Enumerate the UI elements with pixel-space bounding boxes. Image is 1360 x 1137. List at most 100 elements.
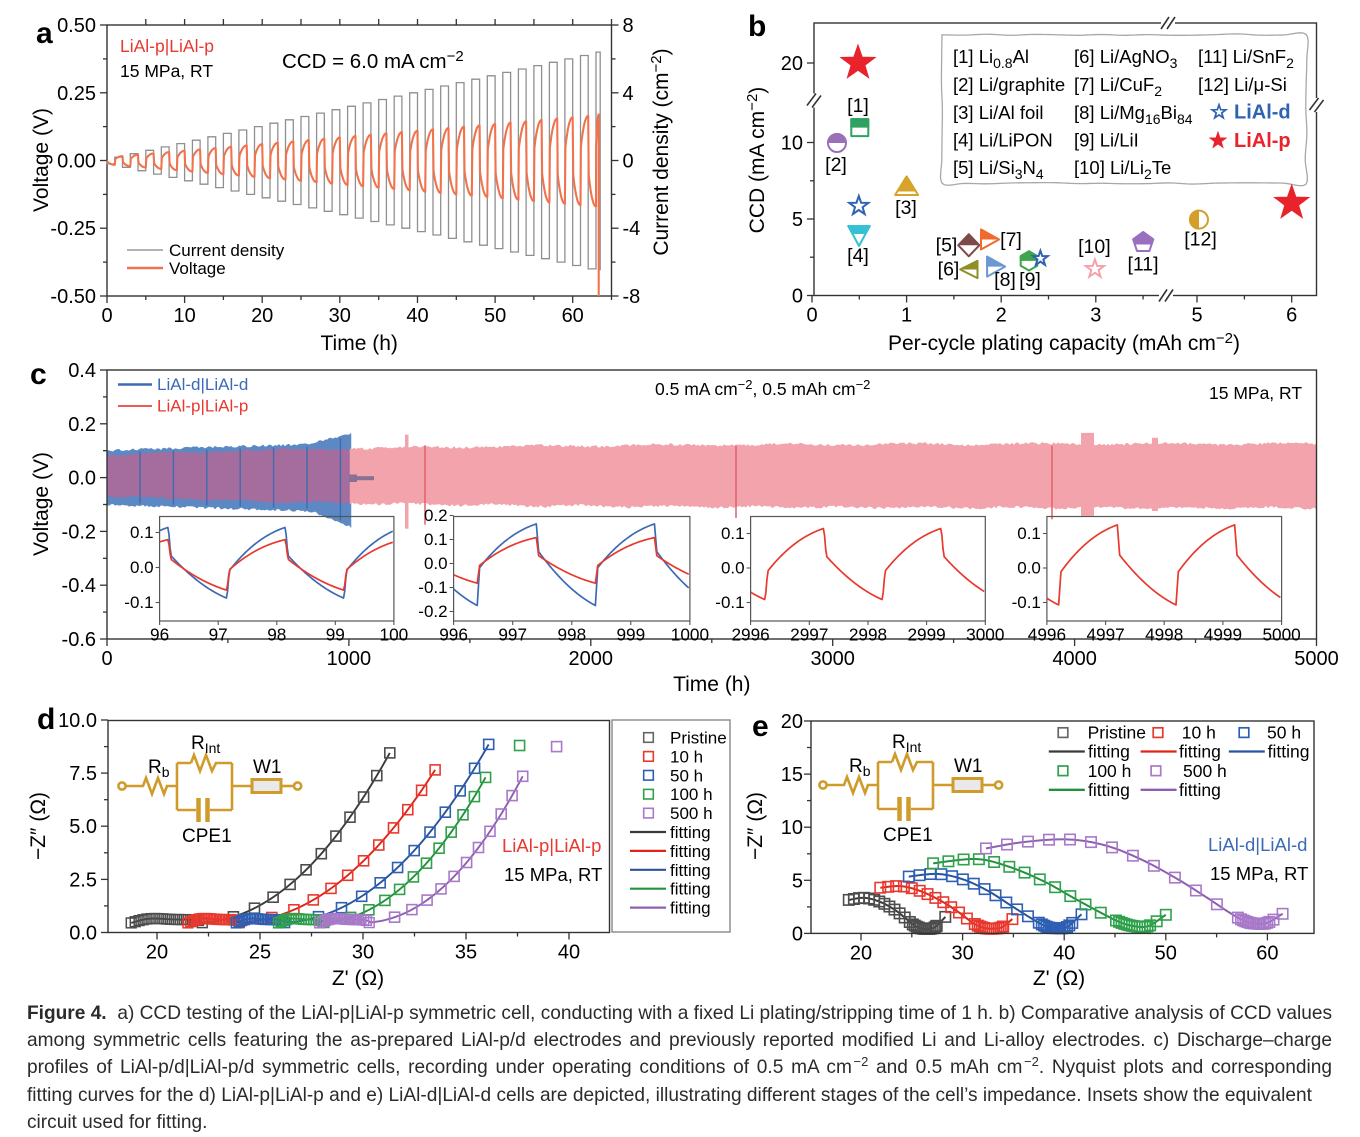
svg-text:50 h: 50 h <box>1267 723 1301 743</box>
svg-text:0.2: 0.2 <box>68 414 96 436</box>
svg-text:7.5: 7.5 <box>69 763 97 785</box>
svg-text:fitting: fitting <box>670 823 711 842</box>
svg-text:0.1: 0.1 <box>721 524 745 543</box>
svg-text:fitting: fitting <box>1268 742 1310 762</box>
svg-text:[12]: [12] <box>1184 229 1217 251</box>
svg-text:[6]: [6] <box>938 259 960 281</box>
svg-text:fitting: fitting <box>1179 742 1221 762</box>
svg-text:6: 6 <box>1286 305 1297 327</box>
svg-text:10: 10 <box>173 305 195 327</box>
svg-text:LiAl-p: LiAl-p <box>1234 130 1291 152</box>
svg-text:LiAl-d|LiAl-d: LiAl-d|LiAl-d <box>1208 834 1307 855</box>
svg-text:999: 999 <box>616 625 645 645</box>
svg-text:[5] Li/Si3​N4​: [5] Li/Si3​N4​ <box>953 157 1044 182</box>
svg-text:5.0: 5.0 <box>69 816 97 838</box>
svg-text:[7] Li/CuF2​: [7] Li/CuF2​ <box>1074 74 1162 99</box>
svg-text:2997: 2997 <box>790 625 828 645</box>
svg-text:4000: 4000 <box>1052 648 1097 670</box>
svg-text:Rb: Rb <box>148 757 170 780</box>
svg-text:W1: W1 <box>954 756 983 777</box>
svg-text:[4] Li/LiPON: [4] Li/LiPON <box>953 130 1053 151</box>
svg-text:4: 4 <box>623 83 634 105</box>
svg-text:3000: 3000 <box>966 625 1004 645</box>
svg-text:3: 3 <box>1090 305 1101 327</box>
svg-text:40: 40 <box>558 942 580 964</box>
svg-text:60: 60 <box>562 305 584 327</box>
svg-text:996: 996 <box>439 625 468 645</box>
svg-text:0: 0 <box>101 648 112 670</box>
svg-text:d: d <box>37 703 55 736</box>
svg-text:Per-cycle plating capacity (mA: Per-cycle plating capacity (mAh cm−2) <box>888 330 1240 355</box>
svg-text:20: 20 <box>850 942 872 964</box>
svg-text:fitting: fitting <box>670 899 711 918</box>
svg-text:−Z″ (Ω): −Z″ (Ω) <box>27 792 50 860</box>
svg-text:97: 97 <box>209 625 228 645</box>
svg-text:0.4: 0.4 <box>68 360 96 382</box>
svg-text:[3] Li/Al foil: [3] Li/Al foil <box>953 102 1044 123</box>
svg-text:0.5 mA cm−2, 0.5 mAh cm−2: 0.5 mA cm−2, 0.5 mAh cm−2 <box>655 377 870 399</box>
svg-text:0: 0 <box>792 923 803 945</box>
svg-text:[8]: [8] <box>994 269 1016 291</box>
svg-text:2998: 2998 <box>849 625 887 645</box>
svg-text:-8: -8 <box>623 286 641 308</box>
svg-text:500 h: 500 h <box>670 804 713 823</box>
svg-text:[1]: [1] <box>847 95 869 117</box>
svg-text:0.0: 0.0 <box>1017 559 1041 578</box>
svg-text:LiAl-d: LiAl-d <box>1234 102 1291 124</box>
svg-text:−Z″ (Ω): −Z″ (Ω) <box>744 792 767 860</box>
svg-text:2999: 2999 <box>907 625 945 645</box>
svg-text:0: 0 <box>792 286 803 308</box>
svg-text:998: 998 <box>557 625 586 645</box>
svg-text:e: e <box>752 710 769 743</box>
svg-text:W1: W1 <box>253 757 282 778</box>
svg-text:0.2: 0.2 <box>424 506 448 525</box>
svg-text:0.0: 0.0 <box>68 468 96 490</box>
svg-text:[10] Li/Li2​Te: [10] Li/Li2​Te <box>1074 157 1171 182</box>
svg-text:fitting: fitting <box>670 861 711 880</box>
svg-text:-0.2: -0.2 <box>418 602 447 621</box>
svg-text:4999: 4999 <box>1204 625 1242 645</box>
svg-text:50: 50 <box>484 305 506 327</box>
svg-text:15 MPa, RT: 15 MPa, RT <box>120 61 213 81</box>
svg-text:Pristine: Pristine <box>1088 723 1146 743</box>
svg-text:[2]: [2] <box>825 154 847 176</box>
svg-text:98: 98 <box>267 625 286 645</box>
svg-text:0: 0 <box>806 305 817 327</box>
svg-text:0: 0 <box>623 151 634 173</box>
svg-text:40: 40 <box>406 305 428 327</box>
svg-text:50: 50 <box>1155 942 1177 964</box>
svg-text:5000: 5000 <box>1294 648 1339 670</box>
svg-text:100 h: 100 h <box>1088 761 1132 781</box>
svg-text:[11] Li/SnF2​: [11] Li/SnF2​ <box>1198 46 1294 71</box>
svg-text:CPE1: CPE1 <box>182 826 232 847</box>
svg-text:fitting: fitting <box>1179 780 1221 800</box>
svg-text:Voltage (V): Voltage (V) <box>30 108 53 212</box>
svg-text:[2] Li/graphite: [2] Li/graphite <box>953 74 1065 95</box>
svg-text:0.1: 0.1 <box>130 523 154 542</box>
svg-text:-4: -4 <box>623 218 641 240</box>
svg-text:[12] Li/μ-Si: [12] Li/μ-Si <box>1198 74 1287 95</box>
svg-text:CPE1: CPE1 <box>883 825 933 846</box>
svg-text:CCD (mA cm−2): CCD (mA cm−2) <box>744 87 769 234</box>
svg-text:Voltage: Voltage <box>169 259 226 278</box>
svg-text:LiAl-p|LiAl-p: LiAl-p|LiAl-p <box>502 835 601 856</box>
svg-text:0.0: 0.0 <box>69 923 97 945</box>
svg-text:fitting: fitting <box>1088 742 1130 762</box>
svg-text:25: 25 <box>249 942 271 964</box>
svg-text:15 MPa, RT: 15 MPa, RT <box>1210 863 1308 884</box>
svg-text:Current density: Current density <box>169 241 285 260</box>
svg-text:997: 997 <box>498 625 527 645</box>
svg-text:10 h: 10 h <box>670 747 703 766</box>
svg-text:96: 96 <box>150 625 169 645</box>
svg-text:Time (h): Time (h) <box>673 673 750 696</box>
svg-text:0.00: 0.00 <box>57 151 96 173</box>
svg-text:fitting: fitting <box>1088 780 1130 800</box>
svg-text:15 MPa, RT: 15 MPa, RT <box>1209 383 1302 403</box>
svg-text:5: 5 <box>792 870 803 892</box>
svg-text:50 h: 50 h <box>670 766 703 785</box>
svg-text:100: 100 <box>380 625 409 645</box>
svg-text:Z' (Ω): Z' (Ω) <box>1033 967 1085 990</box>
svg-text:[9]: [9] <box>1019 269 1041 291</box>
svg-text:Current density (cm−2): Current density (cm−2) <box>648 48 673 255</box>
svg-text:Z' (Ω): Z' (Ω) <box>332 967 384 990</box>
